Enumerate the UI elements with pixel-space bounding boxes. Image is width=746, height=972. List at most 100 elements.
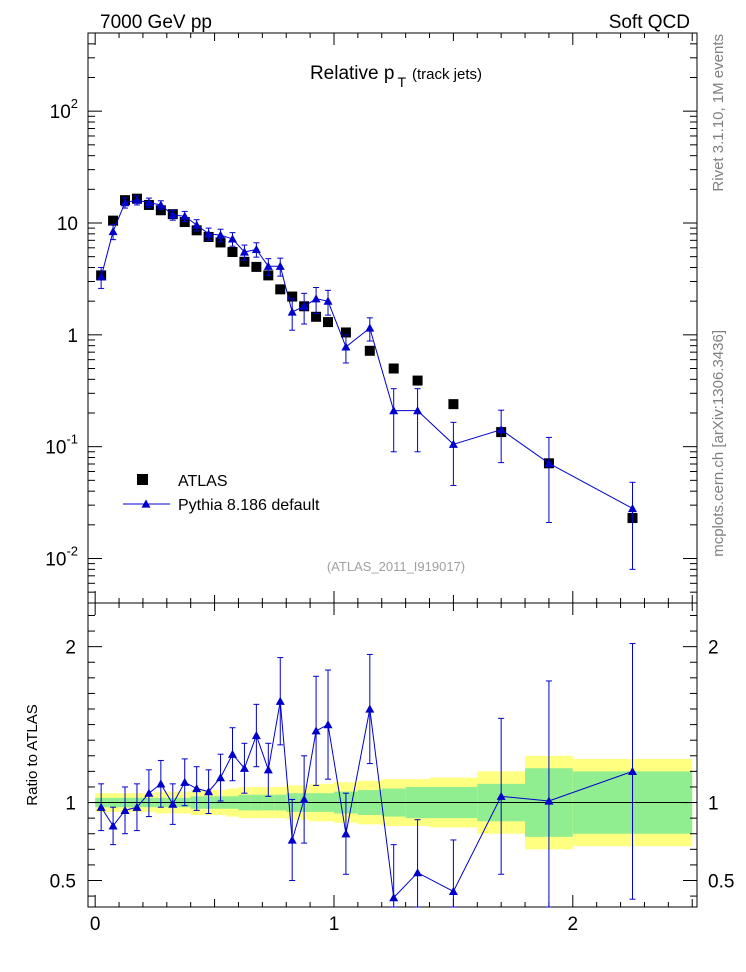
mc-point (275, 696, 285, 705)
y-tick-label: 10 (57, 214, 78, 235)
legend-marker-pythia (141, 499, 151, 508)
mc-point (204, 229, 214, 238)
mc-point (251, 244, 261, 254)
data-point (108, 215, 119, 226)
mc-point (496, 791, 506, 800)
data-point (251, 261, 262, 272)
ratio-bands (88, 755, 697, 850)
data-point (323, 317, 334, 328)
mc-point (239, 247, 249, 256)
mc-point (227, 749, 237, 758)
mc-point (365, 323, 375, 332)
mc-point (341, 342, 351, 351)
mc-point (275, 261, 285, 270)
mc-point (341, 829, 351, 838)
main-frame (87, 32, 698, 604)
data-point (412, 375, 423, 386)
legend-label-pythia: Pythia 8.186 default (178, 497, 320, 514)
mc-point (132, 195, 142, 204)
mc-point (448, 886, 458, 896)
mc-point (287, 307, 297, 316)
mc-point (168, 799, 178, 808)
mc-point (227, 234, 237, 243)
mc-point (311, 726, 321, 735)
mc-point (180, 211, 190, 220)
mc-point (204, 787, 214, 796)
y-tick-label-base: 10 (50, 102, 71, 123)
mc-point (180, 777, 190, 786)
header-right: Soft QCD (609, 12, 690, 33)
mc-point (323, 720, 333, 729)
mc-point (448, 439, 458, 448)
mc-point (156, 200, 166, 209)
y-tick-label: 0.5 (50, 871, 76, 892)
x-tick-label: 0 (90, 914, 101, 935)
ratio-frame (87, 602, 698, 908)
data-point (311, 311, 322, 322)
mc-point (628, 766, 638, 775)
data-point (287, 291, 298, 302)
mc-point (216, 773, 226, 782)
data-point (448, 399, 459, 410)
header-left: 7000 GeV pp (100, 12, 212, 33)
data-point (364, 345, 375, 356)
mc-series-line (100, 701, 633, 899)
mc-point (389, 406, 399, 415)
y-tick-label-exponent: 2 (71, 96, 78, 111)
y-tick-label: 1 (65, 794, 76, 815)
y-tick-label-exponent: -1 (66, 432, 78, 447)
mc-point (299, 794, 309, 804)
mc-point (299, 301, 309, 310)
mc-point (413, 868, 423, 877)
mc-point (192, 784, 202, 793)
mc-point (168, 210, 178, 219)
mc-point (108, 821, 118, 830)
mc-point (311, 294, 321, 303)
data-point (227, 247, 238, 258)
main-title-main: Relative p (310, 63, 395, 84)
x-tick-label: 2 (568, 914, 579, 935)
main-title: Relative p T (track jets) (310, 63, 482, 90)
y-tick-label-exponent: -2 (66, 543, 78, 558)
data-point (275, 284, 286, 295)
side-text-rivet: Rivet 3.1.10, 1M events (710, 34, 727, 192)
ratio-data (96, 643, 638, 908)
legend-marker-atlas (137, 474, 148, 485)
mc-point (144, 198, 154, 207)
y-tick-label-base: 10 (45, 549, 66, 570)
mc-point (120, 198, 130, 207)
side-text-mcplots: mcplots.cern.ch [arXiv:1306.3436] (710, 330, 727, 557)
main-data (96, 193, 638, 570)
main-title-rest: (track jets) (412, 66, 482, 83)
y-tick-label: 2 (65, 638, 76, 659)
y-tick-label: 10-2 (45, 543, 78, 570)
y-tick-label: 10-1 (45, 432, 78, 459)
y-tick-label: 2 (708, 638, 719, 659)
mc-point (628, 503, 638, 513)
mc-point (323, 296, 333, 305)
mc-point (192, 220, 202, 229)
mc-point (108, 226, 118, 236)
mc-point (216, 230, 226, 239)
ratio-ylabel: Ratio to ATLAS (24, 704, 41, 805)
data-point (215, 237, 226, 248)
y-tick-label: 0.5 (708, 871, 734, 892)
mc-point (96, 802, 106, 811)
mc-point (263, 765, 273, 774)
watermark: (ATLAS_2011_I919017) (327, 559, 465, 574)
mc-point (365, 704, 375, 713)
ratio-axes: 0 1 2 0.5 0.5 1 1 2 2 (50, 602, 734, 935)
legend: ATLAS Pythia 8.186 default (123, 473, 320, 514)
mc-point (120, 805, 130, 814)
y-tick-label: 1 (708, 794, 719, 815)
mc-point (496, 425, 506, 434)
mc-point (389, 893, 399, 902)
mc-point (251, 731, 261, 740)
y-tick-label: 102 (50, 96, 78, 123)
mc-point (144, 788, 154, 797)
mc-point (263, 261, 273, 270)
legend-label-atlas: ATLAS (178, 473, 228, 490)
mc-point (544, 458, 554, 467)
